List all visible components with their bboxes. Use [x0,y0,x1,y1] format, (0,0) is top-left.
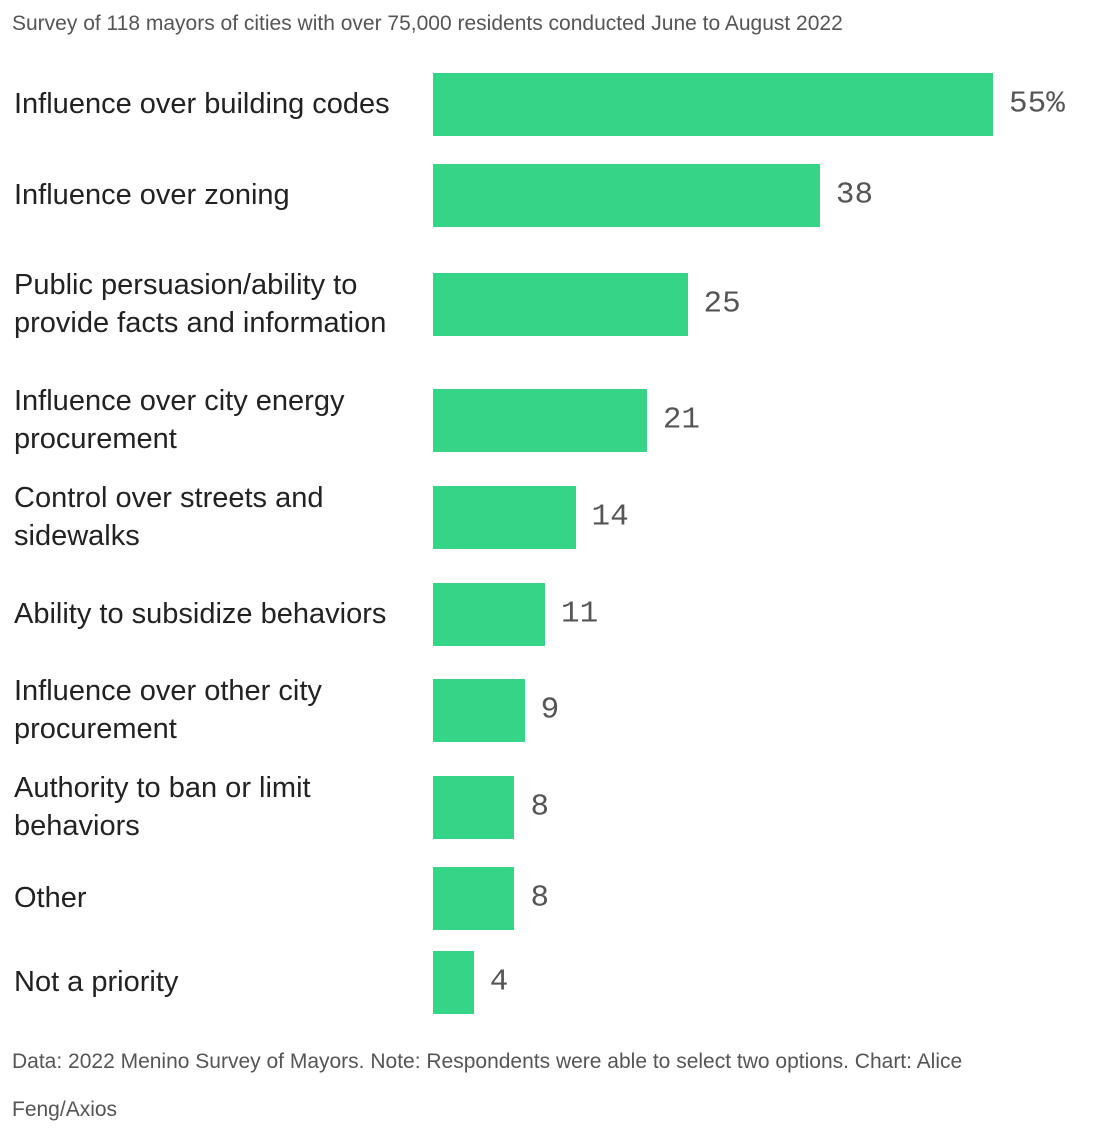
chart-note: Data: 2022 Menino Survey of Mayors. Note… [12,1050,963,1121]
category-label: Public persuasion/ability to provide fac… [14,269,387,339]
category-label: Influence over other city procurement [14,675,322,745]
category-label: Authority to ban or limit behaviors [14,772,311,842]
category-label: Control over streets and sidewalks [14,482,324,552]
value-label: 8 [530,880,550,916]
category-label: Influence over city energy procurement [14,385,345,455]
value-label: 55% [1009,86,1065,122]
bar [433,950,474,1014]
category-label: Influence over building codes [14,88,390,120]
chart-subtitle: Survey of 118 mayors of cities with over… [12,12,843,35]
bar [433,388,647,452]
bar [433,866,515,930]
bar [433,582,545,646]
bar [433,485,576,549]
bar [433,272,688,336]
bar [433,678,525,742]
value-label: 21 [662,402,701,438]
category-label: Ability to subsidize behaviors [14,598,387,630]
category-label: Not a priority [14,966,179,998]
value-label: 14 [591,499,629,535]
value-label: 38 [835,177,874,213]
bar [433,163,820,227]
value-label: 8 [530,789,550,825]
value-label: 25 [703,286,741,322]
category-label: Influence over zoning [14,179,290,211]
value-label: 9 [540,692,560,728]
bar [433,775,515,839]
value-label: 4 [489,964,509,1000]
bar [433,72,993,136]
value-label: 11 [561,596,599,632]
category-label: Other [14,882,87,914]
